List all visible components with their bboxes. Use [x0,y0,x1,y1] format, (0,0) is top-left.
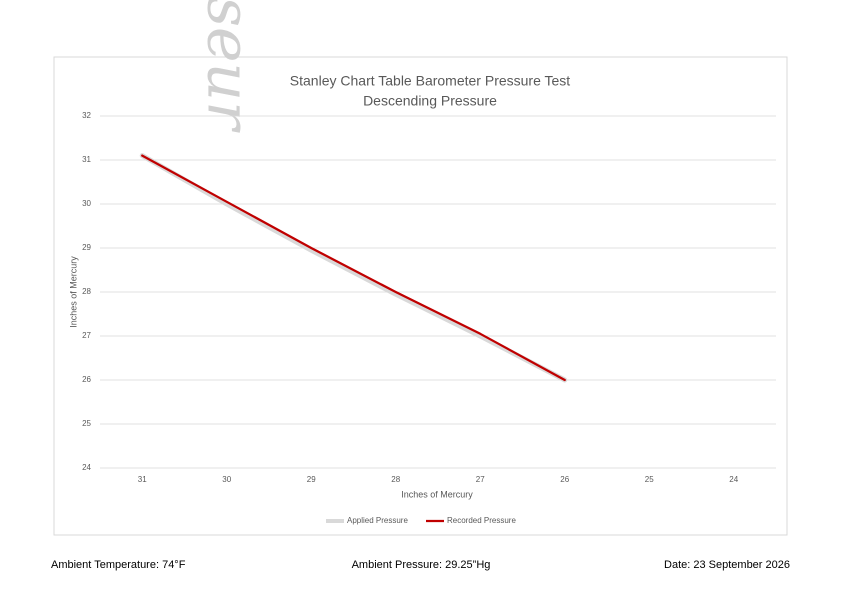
series-line [139,153,568,383]
x-tick-label: 29 [307,475,316,484]
footer-date: Date: 23 September 2026 [664,559,790,571]
x-tick-label: 27 [476,475,485,484]
x-axis-title: Inches of Mercury [401,489,473,499]
x-tick-label: 30 [222,475,231,484]
x-tick-label: 28 [391,475,400,484]
chart-title: Stanley Chart Table Barometer Pressure T… [290,73,571,89]
x-tick-label: 31 [138,475,147,484]
footer-temperature: Ambient Temperature: 74°F [51,559,186,571]
chart-border [53,56,788,536]
footer-pressure: Ambient Pressure: 29.25”Hg [352,559,491,571]
series-line [141,154,566,382]
x-tick-label: 24 [729,475,738,484]
y-tick-label: 27 [82,331,91,340]
x-tick-label: 26 [560,475,569,484]
y-tick-label: 25 [82,419,91,428]
watermark: Vavasseur [193,0,263,133]
y-tick-label: 29 [82,243,91,252]
y-tick-label: 30 [82,199,91,208]
legend-label: Applied Pressure [347,516,408,525]
x-tick-label: 25 [645,475,654,484]
y-axis-title: Inches of Mercury [68,256,78,328]
legend-label: Recorded Pressure [447,516,516,525]
y-tick-label: 32 [82,111,91,120]
chart-subtitle: Descending Pressure [363,93,497,109]
y-tick-label: 28 [82,287,91,296]
y-tick-label: 26 [82,375,91,384]
y-tick-label: 24 [82,463,91,472]
y-tick-label: 31 [82,155,91,164]
